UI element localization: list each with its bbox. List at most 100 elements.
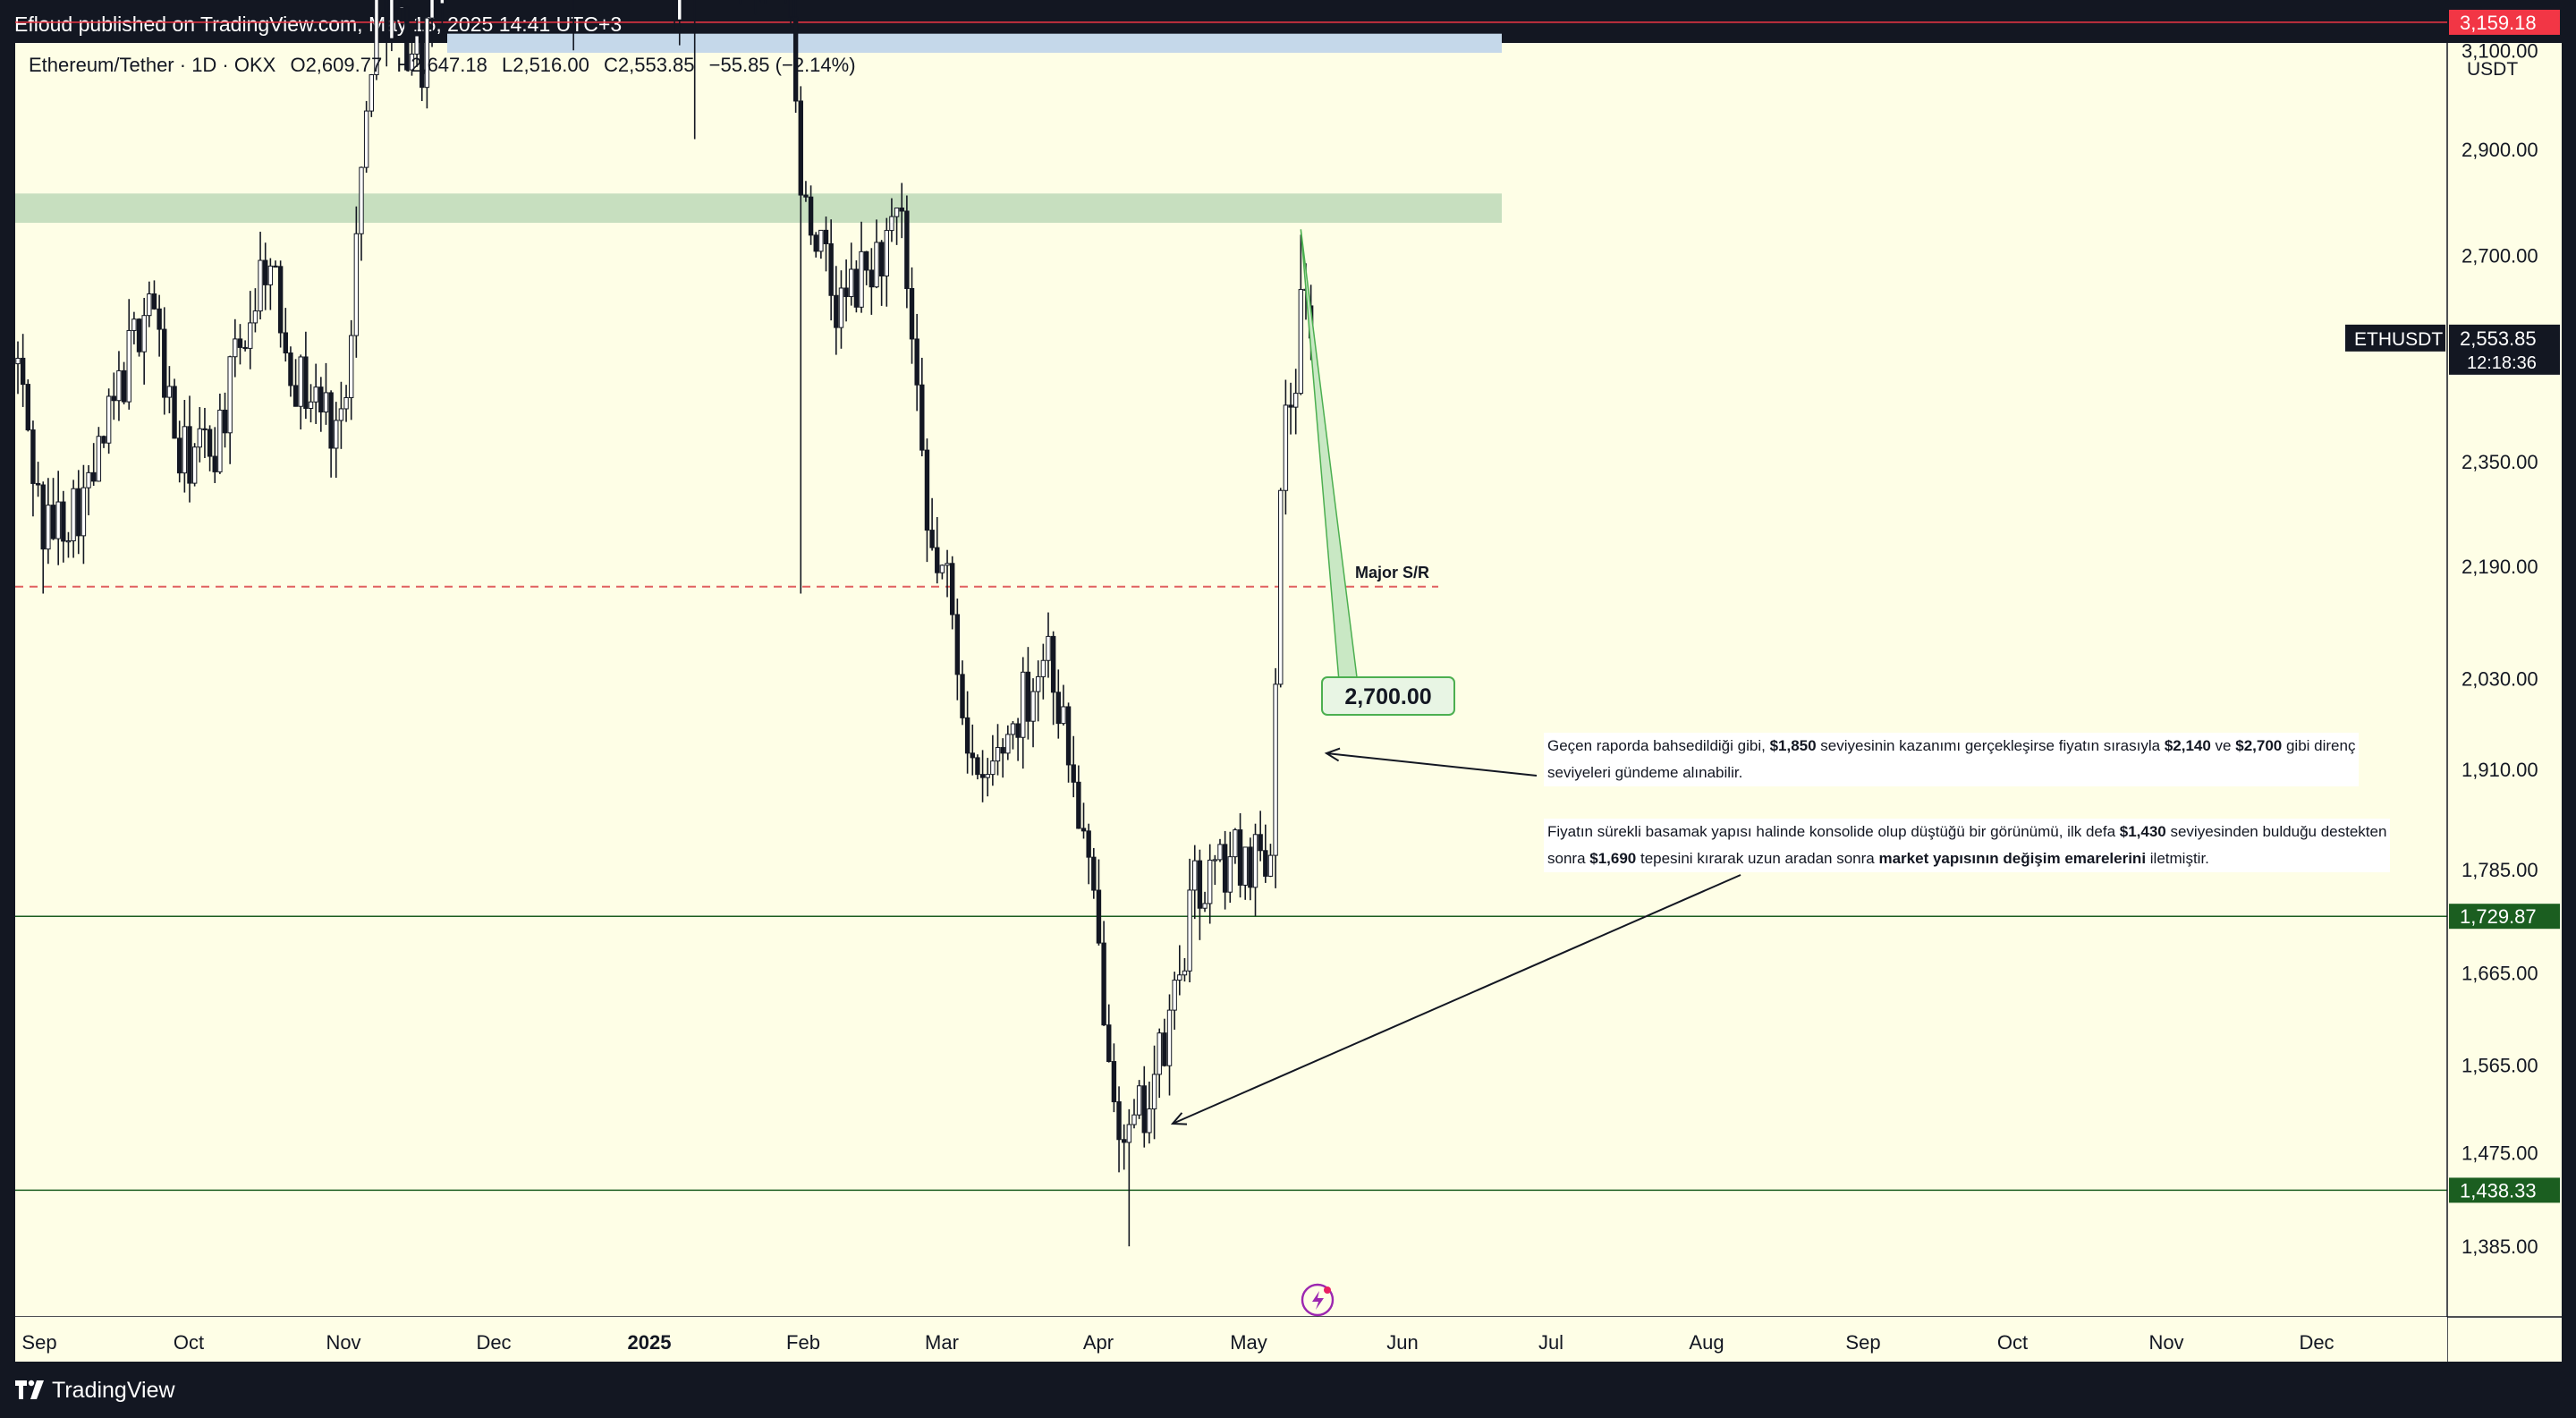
candle xyxy=(414,13,419,67)
candle xyxy=(308,384,314,423)
published-bar: Efloud published on TradingView.com, May… xyxy=(0,0,2576,43)
candle-body xyxy=(323,392,329,412)
candle xyxy=(929,497,935,551)
candle-body xyxy=(849,268,854,298)
candle-body xyxy=(283,332,288,354)
candle-body xyxy=(65,540,72,543)
candle xyxy=(1091,847,1097,899)
candle xyxy=(979,750,986,802)
candle xyxy=(439,0,445,29)
candle xyxy=(1126,1108,1132,1247)
candle xyxy=(739,0,741,4)
candle-body xyxy=(1046,635,1051,661)
candle-body xyxy=(1263,850,1268,877)
candle-body xyxy=(303,356,309,409)
candle-body xyxy=(136,318,142,352)
candle-body xyxy=(424,17,430,89)
callout-label: 2,700.00 xyxy=(1344,684,1431,709)
x-tick-label: Sep xyxy=(21,1331,56,1354)
candle xyxy=(784,0,787,4)
candle-body xyxy=(55,501,61,539)
candle xyxy=(353,206,360,358)
candle xyxy=(1248,837,1253,901)
note-segment: tepesini kırarak uzun aradan sonra xyxy=(1636,850,1879,867)
candle-body xyxy=(1227,856,1233,893)
note-segment: $1,850 xyxy=(1769,737,1817,754)
candle-body xyxy=(30,429,36,484)
analysis-note-2: Fiyatın sürekli basamak yapısı halinde k… xyxy=(1544,819,2391,872)
candle-body xyxy=(995,747,1001,762)
symbol-badge xyxy=(2345,324,2445,352)
candle-body xyxy=(904,210,910,290)
note-segment: Fiyatın sürekli basamak yapısı halinde k… xyxy=(1547,823,2120,840)
candle-body xyxy=(1166,1009,1173,1066)
candle-body xyxy=(1025,671,1031,722)
candle xyxy=(334,402,339,479)
candle-body xyxy=(985,774,990,778)
candle xyxy=(1278,488,1284,688)
current-price-text: 2,553.85 xyxy=(2460,327,2537,350)
candle xyxy=(909,267,915,364)
candle-body xyxy=(964,717,970,754)
candle xyxy=(303,331,309,420)
candle-body xyxy=(258,259,263,312)
arrow-to-low xyxy=(1172,874,1741,1125)
candle-body xyxy=(929,530,935,548)
candle xyxy=(1131,1099,1137,1129)
price-badge-text-4: 1,438.33 xyxy=(2460,1179,2537,1201)
candle-body xyxy=(1172,980,1177,1011)
candle xyxy=(116,351,122,421)
candle xyxy=(394,0,400,30)
candle xyxy=(1050,631,1056,726)
candle xyxy=(40,481,46,594)
candle-body xyxy=(1187,889,1192,972)
candle xyxy=(1258,811,1263,862)
candle-body xyxy=(1061,706,1066,725)
candle xyxy=(1298,234,1304,395)
candle xyxy=(1177,945,1182,996)
candle-body xyxy=(20,357,26,386)
candle-body xyxy=(919,384,925,451)
candle xyxy=(349,319,354,420)
candle xyxy=(389,0,394,52)
candle xyxy=(263,242,268,310)
candle xyxy=(1055,669,1061,739)
y-tick-label: 1,910.00 xyxy=(2462,759,2538,781)
candle xyxy=(248,291,253,369)
candle xyxy=(126,299,131,410)
candle-body xyxy=(1021,671,1026,738)
candle-body xyxy=(338,408,344,421)
time-axis-panel xyxy=(15,1317,2447,1362)
candle-body xyxy=(91,471,97,482)
candle xyxy=(20,334,26,407)
candle-body xyxy=(25,384,30,431)
candle xyxy=(803,181,809,202)
candle-body xyxy=(101,436,106,444)
candle-body xyxy=(177,437,182,474)
candle xyxy=(904,195,910,309)
y-tick-label: 2,350.00 xyxy=(2462,451,2538,473)
candle xyxy=(106,388,112,454)
zone-2 xyxy=(15,193,1502,224)
candle xyxy=(949,556,955,630)
candle-body xyxy=(1217,844,1223,861)
candle xyxy=(131,311,137,344)
candle-body xyxy=(292,385,299,407)
candle xyxy=(374,0,379,81)
candle-body xyxy=(853,268,860,308)
chart-frame[interactable] xyxy=(15,43,2562,1362)
candle xyxy=(1035,660,1041,722)
candle xyxy=(1162,1018,1167,1067)
note-segment: $1,430 xyxy=(2119,823,2166,840)
candle-body xyxy=(207,429,213,457)
candle-body xyxy=(288,352,293,386)
candle xyxy=(222,392,228,448)
arrow-to-high-head xyxy=(1324,747,1341,762)
candle-body xyxy=(1288,404,1293,408)
candle-body xyxy=(1298,289,1304,395)
symbol-name[interactable]: Ethereum/Tether · 1D · OKX xyxy=(29,54,276,76)
x-tick-label: Oct xyxy=(174,1331,204,1354)
major-sr-label: Major S/R xyxy=(1355,564,1429,582)
candle xyxy=(1182,957,1188,982)
